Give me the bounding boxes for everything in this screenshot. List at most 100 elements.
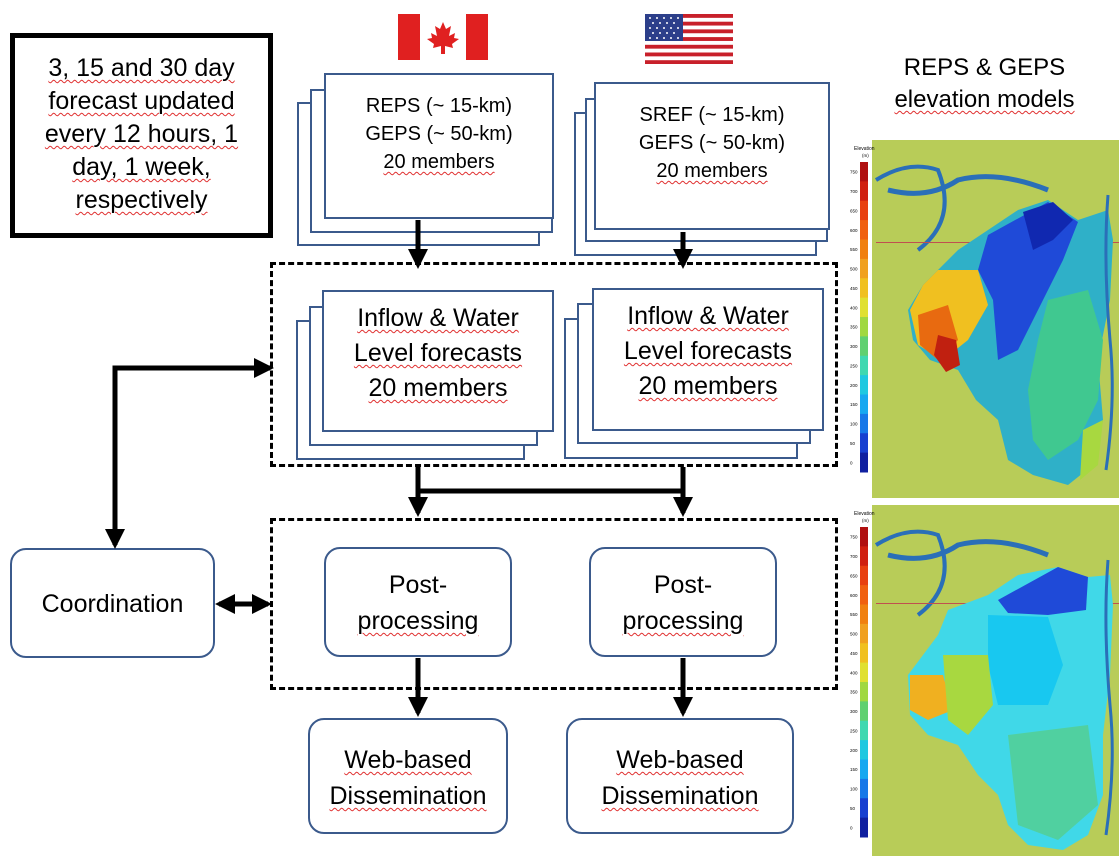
legend-swatch <box>860 258 868 279</box>
forecast-box-left: Inflow & Water Level forecasts 20 member… <box>322 290 554 432</box>
elevation-title: REPS & GEPS elevation models <box>850 52 1119 116</box>
legend-tick: 700 <box>850 554 858 559</box>
legend-unit: (m) <box>862 153 869 158</box>
legend-swatch <box>860 720 868 741</box>
legend-title: Elevation <box>854 146 875 152</box>
legend-tick: 600 <box>850 593 858 598</box>
schedule-line-2: forecast updated <box>48 87 235 115</box>
legend-swatch <box>860 433 868 454</box>
legend-swatch <box>860 682 868 702</box>
legend-tick: 250 <box>850 728 858 733</box>
legend-swatch <box>860 336 868 357</box>
schedule-line-5: respectively <box>75 186 208 214</box>
dissemination-box-left: Web-based Dissemination <box>308 718 508 834</box>
legend-swatch <box>860 798 868 819</box>
legend-tick: 300 <box>850 709 858 714</box>
legend-tick: 100 <box>850 787 858 792</box>
legend-tick: 600 <box>850 228 858 233</box>
model-line-members-usa: 20 members <box>656 160 768 182</box>
web-line-1-right: Web-based <box>616 746 744 774</box>
web-line-2-right: Dissemination <box>601 782 759 810</box>
legend-swatch <box>860 546 868 567</box>
legend-tick: 400 <box>850 305 858 310</box>
legend-swatch <box>860 565 868 586</box>
legend-swatch <box>860 317 868 337</box>
elevation-title-line-2: elevation models <box>894 86 1075 113</box>
forecast-line-2: Level forecasts <box>353 339 523 367</box>
legend-tick: 0 <box>850 460 853 465</box>
legend-swatch <box>860 701 868 722</box>
model-line-gefs: GEFS (~ 50-km) <box>638 132 786 154</box>
legend-swatch <box>860 778 868 799</box>
legend-tick: 500 <box>850 267 858 272</box>
legend-swatch <box>860 375 868 395</box>
model-box-canada: REPS (~ 15-km) GEPS (~ 50-km) 20 members <box>324 73 554 219</box>
legend-tick: 250 <box>850 363 858 368</box>
legend-swatch <box>860 604 868 625</box>
legend-tick: 550 <box>850 247 858 252</box>
legend-tick: 450 <box>850 286 858 291</box>
post-processing-box-left: Post- processing <box>324 547 512 657</box>
legend-tick: 450 <box>850 651 858 656</box>
schedule-line-4: day, 1 week, <box>72 153 211 181</box>
schedule-line-1: 3, 15 and 30 day <box>48 54 235 82</box>
elevation-map-geps: Elevation (m)750700650600550500450400350… <box>848 505 1119 856</box>
web-line-1: Web-based <box>344 746 472 774</box>
web-line-2: Dissemination <box>329 782 487 810</box>
legend-swatch <box>860 662 868 683</box>
model-line-geps: GEPS (~ 50-km) <box>365 123 513 145</box>
legend-tick: 750 <box>850 535 858 540</box>
model-line-members: 20 members <box>326 149 552 175</box>
legend-tick: 400 <box>850 670 858 675</box>
legend-swatch <box>860 278 868 299</box>
legend-tick: 650 <box>850 208 858 213</box>
legend-tick: 350 <box>850 690 858 695</box>
forecast-line-3-right: 20 members <box>638 372 778 400</box>
legend-tick: 550 <box>850 612 858 617</box>
legend-swatch <box>860 527 868 547</box>
legend-tick: 700 <box>850 189 858 194</box>
forecast-box-right: Inflow & Water Level forecasts 20 member… <box>592 288 824 431</box>
forecast-line-1: Inflow & Water <box>357 304 519 332</box>
model-line-sref: SREF (~ 15-km) <box>639 104 785 126</box>
legend-tick: 150 <box>850 767 858 772</box>
legend-swatch <box>860 759 868 780</box>
coordination-box: Coordination <box>10 548 215 658</box>
schedule-line-3: every 12 hours, 1 <box>44 120 239 148</box>
legend-swatch <box>860 297 868 318</box>
legend-tick: 300 <box>850 344 858 349</box>
legend-swatch <box>860 162 868 182</box>
elevation-legend-2: (m)7507006506005505004504003503002502001… <box>850 518 869 838</box>
members-text: 20 members <box>383 151 495 173</box>
forecast-line-2-right: Level forecasts <box>623 337 793 365</box>
legend-swatch <box>860 413 868 434</box>
legend-swatch <box>860 585 868 605</box>
legend-tick: 650 <box>850 573 858 578</box>
legend-tick: 50 <box>850 441 856 446</box>
legend-tick: 0 <box>850 825 853 830</box>
legend-swatch <box>860 355 868 376</box>
legend-tick: 150 <box>850 402 858 407</box>
forecast-line-1-right: Inflow & Water <box>627 302 789 330</box>
legend-swatch <box>860 452 868 473</box>
model-box-usa: SREF (~ 15-km) GEFS (~ 50-km) 20 members <box>594 82 830 230</box>
elevation-title-line-1: REPS & GEPS <box>903 54 1066 81</box>
legend-tick: 50 <box>850 806 856 811</box>
legend-swatch <box>860 740 868 760</box>
legend-swatch <box>860 643 868 664</box>
post-line-1: Post- <box>388 571 448 599</box>
arrow-coordination-to-forecast <box>105 358 274 549</box>
model-line-reps: REPS (~ 15-km) <box>365 95 513 117</box>
legend-unit: (m) <box>862 518 869 523</box>
legend-tick: 100 <box>850 422 858 427</box>
legend-tick: 750 <box>850 170 858 175</box>
legend-tick: 500 <box>850 632 858 637</box>
legend-swatch <box>860 181 868 202</box>
elevation-legend-1: (m)7507006506005505004504003503002502001… <box>850 153 869 473</box>
forecast-schedule-box: 3, 15 and 30 day forecast updated every … <box>10 33 273 238</box>
legend-tick: 350 <box>850 325 858 330</box>
usa-flag-icon <box>645 14 733 64</box>
forecast-line-3: 20 members <box>368 374 508 402</box>
